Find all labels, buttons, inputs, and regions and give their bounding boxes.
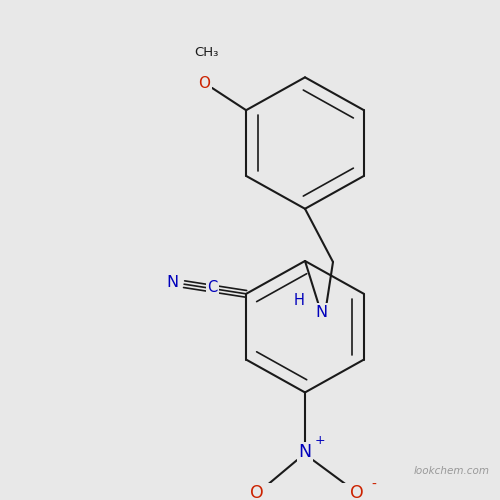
Text: O: O <box>350 484 364 500</box>
Text: lookchem.com: lookchem.com <box>414 466 490 475</box>
Text: CH₃: CH₃ <box>194 46 218 59</box>
Text: O: O <box>198 76 210 90</box>
Text: N: N <box>298 444 312 462</box>
Text: -: - <box>372 478 376 492</box>
Text: +: + <box>314 434 326 448</box>
Text: H: H <box>294 293 304 308</box>
Text: O: O <box>250 484 264 500</box>
Text: N: N <box>315 304 327 320</box>
Text: N: N <box>166 274 178 289</box>
Text: C: C <box>207 280 217 294</box>
